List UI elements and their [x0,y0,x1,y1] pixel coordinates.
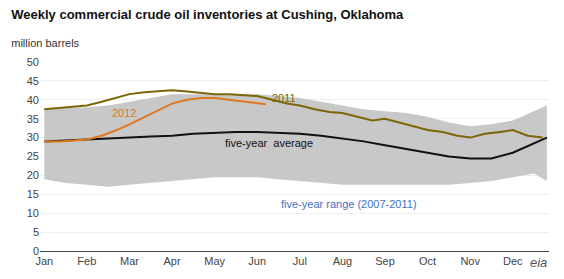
svg-text:2012: 2012 [112,107,136,119]
svg-text:5: 5 [33,226,39,238]
svg-text:eia: eia [530,255,547,270]
svg-text:five-year average: five-year average [225,137,313,149]
svg-text:Feb: Feb [77,255,96,267]
svg-text:20: 20 [27,169,39,181]
svg-text:50: 50 [27,56,39,68]
svg-text:25: 25 [27,150,39,162]
svg-text:Aug: Aug [333,255,353,267]
svg-text:Weekly commercial crude oil in: Weekly commercial crude oil inventories … [11,7,404,22]
svg-text:Nov: Nov [460,255,480,267]
svg-text:Dec: Dec [503,255,523,267]
svg-text:35: 35 [27,113,39,125]
svg-text:Sep: Sep [375,255,395,267]
svg-text:Apr: Apr [163,255,180,267]
svg-text:million barrels: million barrels [11,37,79,49]
svg-text:30: 30 [27,131,39,143]
svg-text:Mar: Mar [120,255,139,267]
svg-text:10: 10 [27,207,39,219]
svg-text:Jul: Jul [293,255,307,267]
svg-text:40: 40 [27,94,39,106]
svg-text:45: 45 [27,75,39,87]
svg-text:2011: 2011 [272,92,296,104]
svg-text:five-year range (2007-2011): five-year range (2007-2011) [281,198,417,210]
svg-text:15: 15 [27,188,39,200]
svg-text:Jun: Jun [248,255,266,267]
svg-text:Jan: Jan [35,255,53,267]
svg-text:May: May [204,255,225,267]
svg-text:0: 0 [33,245,39,257]
svg-text:Oct: Oct [419,255,436,267]
